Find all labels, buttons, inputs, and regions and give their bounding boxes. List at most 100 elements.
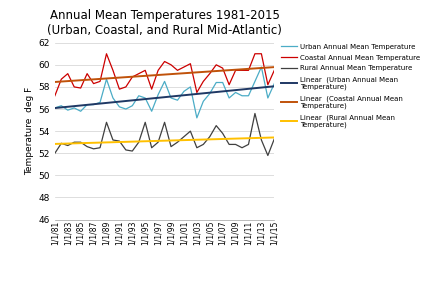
Linear  (Rural Annual Mean
Temperature) — [168, 139, 173, 142]
Linear  (Urban Annual Mean
Temperature) — [265, 85, 271, 89]
Linear  (Rural Annual Mean
Temperature) — [143, 139, 148, 143]
Rural Annual Mean Temperature — [188, 129, 193, 133]
Rural Annual Mean Temperature — [143, 120, 148, 124]
Rural Annual Mean Temperature — [72, 140, 77, 144]
Linear  (Urban Annual Mean
Temperature) — [52, 106, 57, 110]
Linear  (Coastal Annual Mean
Temperature) — [123, 75, 128, 79]
Coastal Annual Mean Temperature — [78, 86, 83, 90]
Linear  (Coastal Annual Mean
Temperature) — [97, 77, 103, 81]
Coastal Annual Mean Temperature — [123, 85, 128, 89]
Linear  (Urban Annual Mean
Temperature) — [136, 98, 141, 102]
Linear  (Urban Annual Mean
Temperature) — [220, 90, 225, 93]
Coastal Annual Mean Temperature — [214, 63, 219, 67]
Rural Annual Mean Temperature — [259, 138, 264, 142]
Linear  (Coastal Annual Mean
Temperature) — [233, 68, 238, 72]
Linear  (Rural Annual Mean
Temperature) — [162, 139, 167, 142]
Coastal Annual Mean Temperature — [136, 72, 141, 75]
Coastal Annual Mean Temperature — [59, 77, 64, 81]
Linear  (Coastal Annual Mean
Temperature) — [65, 79, 70, 83]
Rural Annual Mean Temperature — [78, 140, 83, 144]
Linear  (Coastal Annual Mean
Temperature) — [104, 77, 109, 80]
Line: Coastal Annual Mean Temperature: Coastal Annual Mean Temperature — [55, 54, 274, 96]
Linear  (Urban Annual Mean
Temperature) — [181, 93, 187, 97]
Linear  (Rural Annual Mean
Temperature) — [220, 137, 225, 141]
Linear  (Coastal Annual Mean
Temperature) — [136, 74, 141, 78]
Linear  (Coastal Annual Mean
Temperature) — [227, 68, 232, 72]
Urban Annual Mean Temperature — [201, 99, 206, 103]
Linear  (Coastal Annual Mean
Temperature) — [252, 66, 257, 70]
Rural Annual Mean Temperature — [246, 143, 251, 146]
Linear  (Urban Annual Mean
Temperature) — [65, 105, 70, 109]
Rural Annual Mean Temperature — [207, 135, 212, 138]
Rural Annual Mean Temperature — [84, 145, 89, 149]
Linear  (Urban Annual Mean
Temperature) — [84, 103, 89, 107]
Linear  (Urban Annual Mean
Temperature) — [149, 97, 154, 100]
Linear  (Coastal Annual Mean
Temperature) — [265, 66, 271, 69]
Urban Annual Mean Temperature — [104, 77, 109, 81]
Linear  (Rural Annual Mean
Temperature) — [259, 136, 264, 140]
Rural Annual Mean Temperature — [59, 142, 64, 145]
Rural Annual Mean Temperature — [91, 147, 96, 151]
Rural Annual Mean Temperature — [194, 146, 199, 149]
Linear  (Urban Annual Mean
Temperature) — [72, 104, 77, 108]
Linear  (Urban Annual Mean
Temperature) — [111, 100, 116, 104]
Urban Annual Mean Temperature — [111, 96, 116, 100]
Coastal Annual Mean Temperature — [259, 52, 264, 56]
Linear  (Urban Annual Mean
Temperature) — [175, 94, 180, 98]
Coastal Annual Mean Temperature — [130, 75, 135, 79]
Line: Linear  (Urban Annual Mean
Temperature): Linear (Urban Annual Mean Temperature) — [55, 86, 274, 108]
Coastal Annual Mean Temperature — [156, 69, 161, 72]
Linear  (Urban Annual Mean
Temperature) — [143, 97, 148, 101]
Linear  (Rural Annual Mean
Temperature) — [111, 140, 116, 144]
Linear  (Rural Annual Mean
Temperature) — [52, 142, 57, 146]
Linear  (Coastal Annual Mean
Temperature) — [117, 76, 122, 79]
Linear  (Rural Annual Mean
Temperature) — [201, 138, 206, 142]
Rural Annual Mean Temperature — [104, 120, 109, 124]
Linear  (Rural Annual Mean
Temperature) — [123, 140, 128, 144]
Coastal Annual Mean Temperature — [233, 69, 238, 72]
Linear  (Rural Annual Mean
Temperature) — [207, 138, 212, 141]
Coastal Annual Mean Temperature — [104, 52, 109, 56]
Rural Annual Mean Temperature — [52, 151, 57, 155]
Urban Annual Mean Temperature — [97, 101, 103, 104]
Coastal Annual Mean Temperature — [265, 83, 271, 87]
Linear  (Coastal Annual Mean
Temperature) — [162, 73, 167, 76]
Linear  (Rural Annual Mean
Temperature) — [214, 137, 219, 141]
Rural Annual Mean Temperature — [214, 124, 219, 127]
Linear  (Urban Annual Mean
Temperature) — [104, 101, 109, 105]
Rural Annual Mean Temperature — [168, 145, 173, 149]
Coastal Annual Mean Temperature — [181, 65, 187, 69]
Linear  (Urban Annual Mean
Temperature) — [123, 99, 128, 103]
Linear  (Coastal Annual Mean
Temperature) — [181, 71, 187, 75]
Linear  (Coastal Annual Mean
Temperature) — [168, 72, 173, 76]
Urban Annual Mean Temperature — [78, 109, 83, 113]
Linear  (Urban Annual Mean
Temperature) — [156, 96, 161, 100]
Linear  (Rural Annual Mean
Temperature) — [59, 142, 64, 145]
Coastal Annual Mean Temperature — [194, 91, 199, 94]
Linear  (Coastal Annual Mean
Temperature) — [84, 78, 89, 82]
Urban Annual Mean Temperature — [214, 81, 219, 84]
Linear  (Rural Annual Mean
Temperature) — [194, 138, 199, 142]
Urban Annual Mean Temperature — [123, 107, 128, 111]
Linear  (Urban Annual Mean
Temperature) — [97, 102, 103, 106]
Linear  (Rural Annual Mean
Temperature) — [240, 137, 245, 140]
Urban Annual Mean Temperature — [240, 94, 245, 98]
Coastal Annual Mean Temperature — [175, 69, 180, 72]
Coastal Annual Mean Temperature — [143, 69, 148, 72]
Coastal Annual Mean Temperature — [201, 80, 206, 83]
Urban Annual Mean Temperature — [246, 94, 251, 98]
Linear  (Rural Annual Mean
Temperature) — [136, 140, 141, 143]
Line: Rural Annual Mean Temperature: Rural Annual Mean Temperature — [55, 113, 274, 156]
Coastal Annual Mean Temperature — [91, 82, 96, 85]
Coastal Annual Mean Temperature — [117, 87, 122, 91]
Rural Annual Mean Temperature — [272, 137, 277, 141]
Linear  (Coastal Annual Mean
Temperature) — [240, 67, 245, 71]
Urban Annual Mean Temperature — [252, 80, 257, 83]
Linear  (Urban Annual Mean
Temperature) — [233, 88, 238, 92]
Rural Annual Mean Temperature — [117, 139, 122, 143]
Linear  (Urban Annual Mean
Temperature) — [117, 100, 122, 103]
Linear  (Coastal Annual Mean
Temperature) — [130, 75, 135, 79]
Rural Annual Mean Temperature — [65, 144, 70, 147]
Rural Annual Mean Temperature — [227, 143, 232, 146]
Coastal Annual Mean Temperature — [272, 69, 277, 72]
